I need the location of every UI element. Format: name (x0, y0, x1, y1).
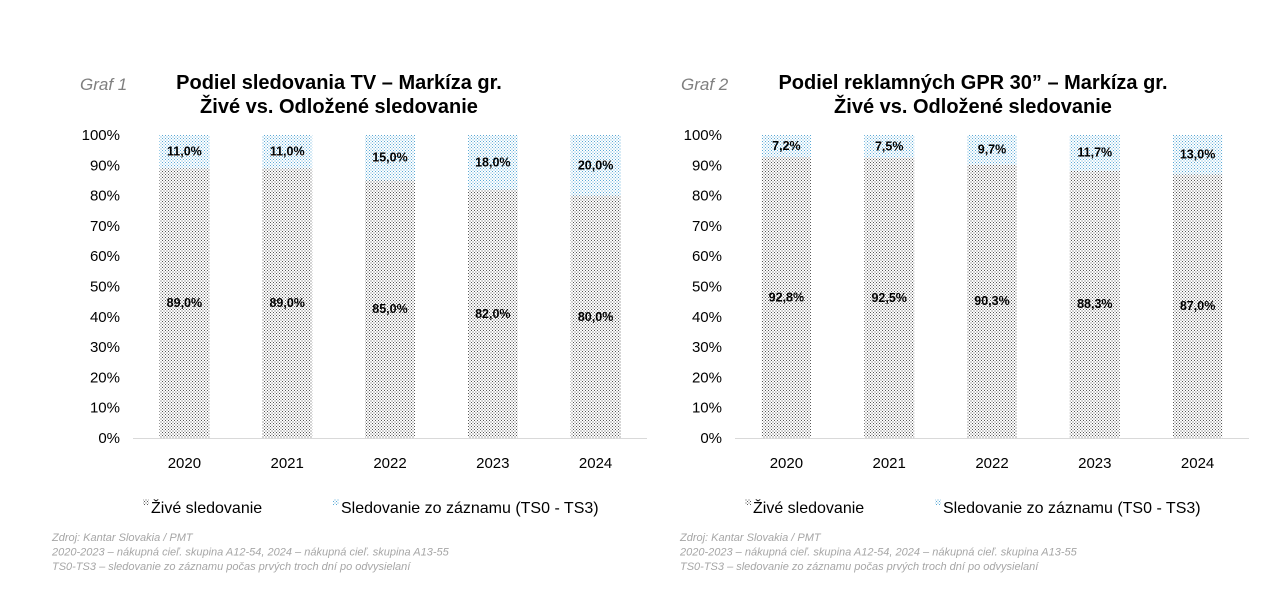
data-label: 90,3% (974, 294, 1009, 308)
data-label: 82,0% (475, 307, 510, 321)
legend-label-live: Živé sledovanie (753, 498, 864, 517)
bar-segment-recorded (570, 135, 621, 196)
legend-label-recorded: Sledovanie zo záznamu (TS0 - TS3) (943, 500, 1201, 517)
y-tick-label: 10% (692, 400, 722, 417)
x-tick-label: 2021 (873, 455, 906, 472)
data-label: 87,0% (1180, 299, 1215, 313)
bar-segment-recorded (864, 135, 915, 158)
legend-label-live: Živé sledovanie (151, 498, 262, 517)
y-tick-label: 70% (90, 218, 120, 235)
data-label: 89,0% (167, 296, 202, 310)
data-label: 11,7% (1077, 146, 1112, 160)
chart-tag: Graf 1 (80, 75, 127, 94)
bar-segment-recorded (262, 135, 313, 169)
data-label: 20,0% (578, 158, 613, 172)
legend-swatch-recorded (935, 499, 941, 505)
data-label: 11,0% (167, 145, 202, 159)
chart-title-line-1: Podiel reklamných GPR 30” – Markíza gr. (778, 72, 1167, 94)
y-tick-label: 50% (90, 279, 120, 296)
y-tick-label: 30% (90, 339, 120, 356)
y-tick-label: 0% (700, 430, 722, 447)
chart-panel-2: Graf 2 Podiel reklamných GPR 30” – Markíz… (679, 72, 1249, 573)
source-note: 2020-2023 – nákupná cieľ. skupina A12-54… (679, 547, 1078, 559)
data-label: 9,7% (978, 143, 1007, 157)
x-tick-label: 2020 (770, 455, 803, 472)
data-label: 15,0% (372, 151, 407, 165)
x-tick-label: 2024 (579, 455, 612, 472)
bar-segment-recorded (365, 135, 415, 181)
data-label: 92,8% (769, 290, 804, 304)
x-tick-label: 2021 (271, 455, 304, 472)
y-tick-label: 100% (684, 127, 722, 144)
bar-segment-live (570, 195, 621, 438)
y-tick-label: 20% (692, 369, 722, 386)
x-tick-label: 2023 (476, 455, 509, 472)
y-tick-label: 10% (90, 400, 120, 417)
chart-panel-1: Graf 1 Podiel sledovania TV – Markíza gr.… (51, 72, 647, 573)
data-label: 85,0% (372, 302, 407, 316)
chart-title-line-1: Podiel sledovania TV – Markíza gr. (176, 72, 502, 94)
source-note: 2020-2023 – nákupná cieľ. skupina A12-54… (51, 547, 450, 559)
bar-segment-live (761, 156, 812, 439)
bar-segment-recorded (967, 135, 1017, 165)
bar-segment-recorded (1172, 135, 1223, 175)
x-tick-label: 2022 (373, 455, 406, 472)
bar-segment-recorded (467, 135, 518, 190)
bar-segment-live (1172, 174, 1223, 438)
y-tick-label: 70% (692, 218, 722, 235)
x-tick-label: 2020 (168, 455, 201, 472)
bar-segment-live (365, 180, 415, 438)
data-label: 13,0% (1180, 148, 1215, 162)
bar-segment-live (262, 168, 313, 438)
legend-label-recorded: Sledovanie zo záznamu (TS0 - TS3) (341, 500, 599, 517)
chart-tag: Graf 2 (681, 75, 729, 94)
y-tick-label: 60% (90, 248, 120, 265)
bar-segment-recorded (159, 135, 210, 169)
chart-title-line-2: Živé vs. Odložené sledovanie (200, 94, 478, 118)
bar-segment-live (967, 164, 1017, 439)
legend-swatch-live (143, 499, 149, 505)
chart-title-line-2: Živé vs. Odložené sledovanie (834, 94, 1112, 118)
y-tick-label: 100% (82, 127, 120, 144)
bar-segment-recorded (761, 135, 812, 157)
legend-swatch-recorded (333, 499, 339, 505)
y-tick-label: 90% (692, 157, 722, 174)
data-label: 89,0% (269, 296, 304, 310)
bar-segment-live (864, 157, 915, 438)
x-tick-label: 2024 (1181, 455, 1214, 472)
legend-swatch-live (745, 499, 751, 505)
y-tick-label: 80% (692, 188, 722, 205)
source-note: Zdroj: Kantar Slovakia / PMT (51, 532, 194, 544)
y-tick-label: 80% (90, 188, 120, 205)
y-tick-label: 20% (90, 369, 120, 386)
data-label: 11,0% (270, 145, 305, 159)
y-tick-label: 40% (692, 309, 722, 326)
y-tick-label: 40% (90, 309, 120, 326)
y-tick-label: 0% (98, 430, 120, 447)
source-note: Zdroj: Kantar Slovakia / PMT (679, 532, 822, 544)
data-label: 92,5% (871, 291, 906, 305)
bar-segment-live (467, 189, 518, 438)
bar-segment-live (159, 168, 210, 438)
data-label: 7,5% (875, 139, 904, 153)
bar-segment-live (1069, 170, 1120, 439)
y-tick-label: 90% (90, 157, 120, 174)
data-label: 18,0% (475, 155, 510, 169)
source-note: TS0-TS3 – sledovanie zo záznamu počas pr… (680, 561, 1039, 573)
y-tick-label: 50% (692, 279, 722, 296)
data-label: 88,3% (1077, 297, 1112, 311)
data-label: 7,2% (772, 139, 801, 153)
data-label: 80,0% (578, 310, 613, 324)
x-tick-label: 2023 (1078, 455, 1111, 472)
y-tick-label: 30% (692, 339, 722, 356)
x-tick-label: 2022 (975, 455, 1008, 472)
y-tick-label: 60% (692, 248, 722, 265)
bar-segment-recorded (1069, 135, 1120, 171)
source-note: TS0-TS3 – sledovanie zo záznamu počas pr… (52, 561, 411, 573)
